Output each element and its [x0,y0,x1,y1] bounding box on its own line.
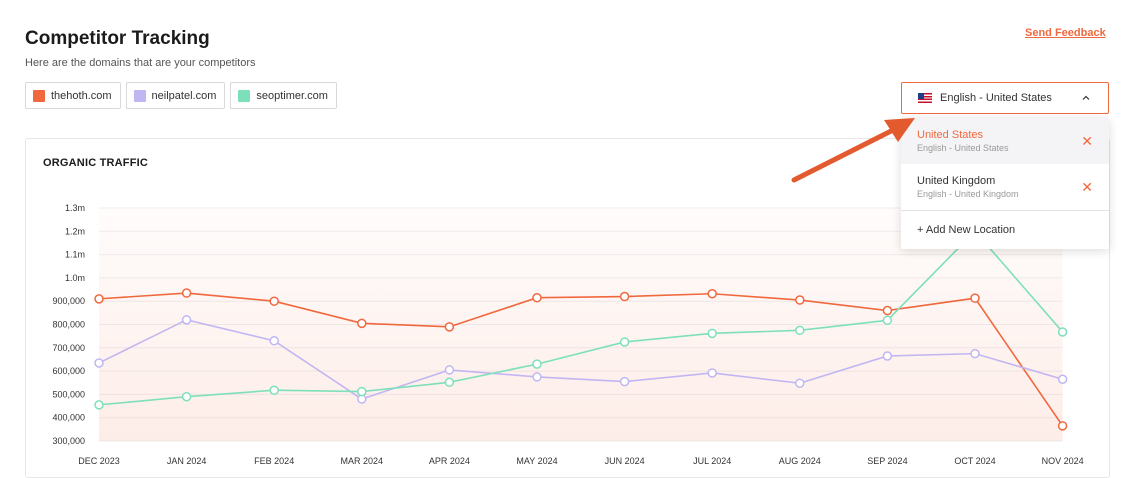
dropdown-divider [901,210,1109,211]
page-subtitle: Here are the domains that are your compe… [25,57,256,69]
locale-option-language: English - United Kingdom [917,188,1019,199]
chevron-up-icon [1082,95,1090,100]
us-flag-icon [918,93,932,103]
send-feedback-link[interactable]: Send Feedback [1025,27,1106,39]
locale-select-value: English - United States [940,92,1052,104]
color-swatch-icon [33,89,45,102]
competitor-chip[interactable]: seoptimer.com [230,82,337,109]
locale-select[interactable]: English - United States [901,82,1109,114]
add-new-location-button[interactable]: + Add New Location [917,224,1016,236]
page-title: Competitor Tracking [25,28,210,49]
locale-option-united-kingdom[interactable]: United Kingdom English - United Kingdom … [901,164,1109,210]
color-swatch-icon [133,89,146,102]
competitor-domain: thehoth.com [51,89,112,102]
locale-option-united-states[interactable]: United States English - United States ✕ [901,118,1109,164]
close-icon[interactable]: ✕ [1081,133,1093,149]
competitor-domain: neilpatel.com [151,89,217,102]
locale-dropdown: United States English - United States ✕ … [901,118,1109,249]
close-icon[interactable]: ✕ [1081,179,1093,195]
competitor-domain: seoptimer.com [256,89,328,102]
locale-option-name: United Kingdom [917,174,996,187]
card-title: ORGANIC TRAFFIC [43,157,149,169]
color-swatch-icon [238,89,251,102]
competitor-chip[interactable]: thehoth.com [25,82,121,109]
locale-option-name: United States [917,128,984,141]
competitor-chip[interactable]: neilpatel.com [125,82,226,109]
competitor-chips: thehoth.com neilpatel.com seoptimer.com [25,82,337,109]
locale-option-language: English - United States [917,142,1009,153]
